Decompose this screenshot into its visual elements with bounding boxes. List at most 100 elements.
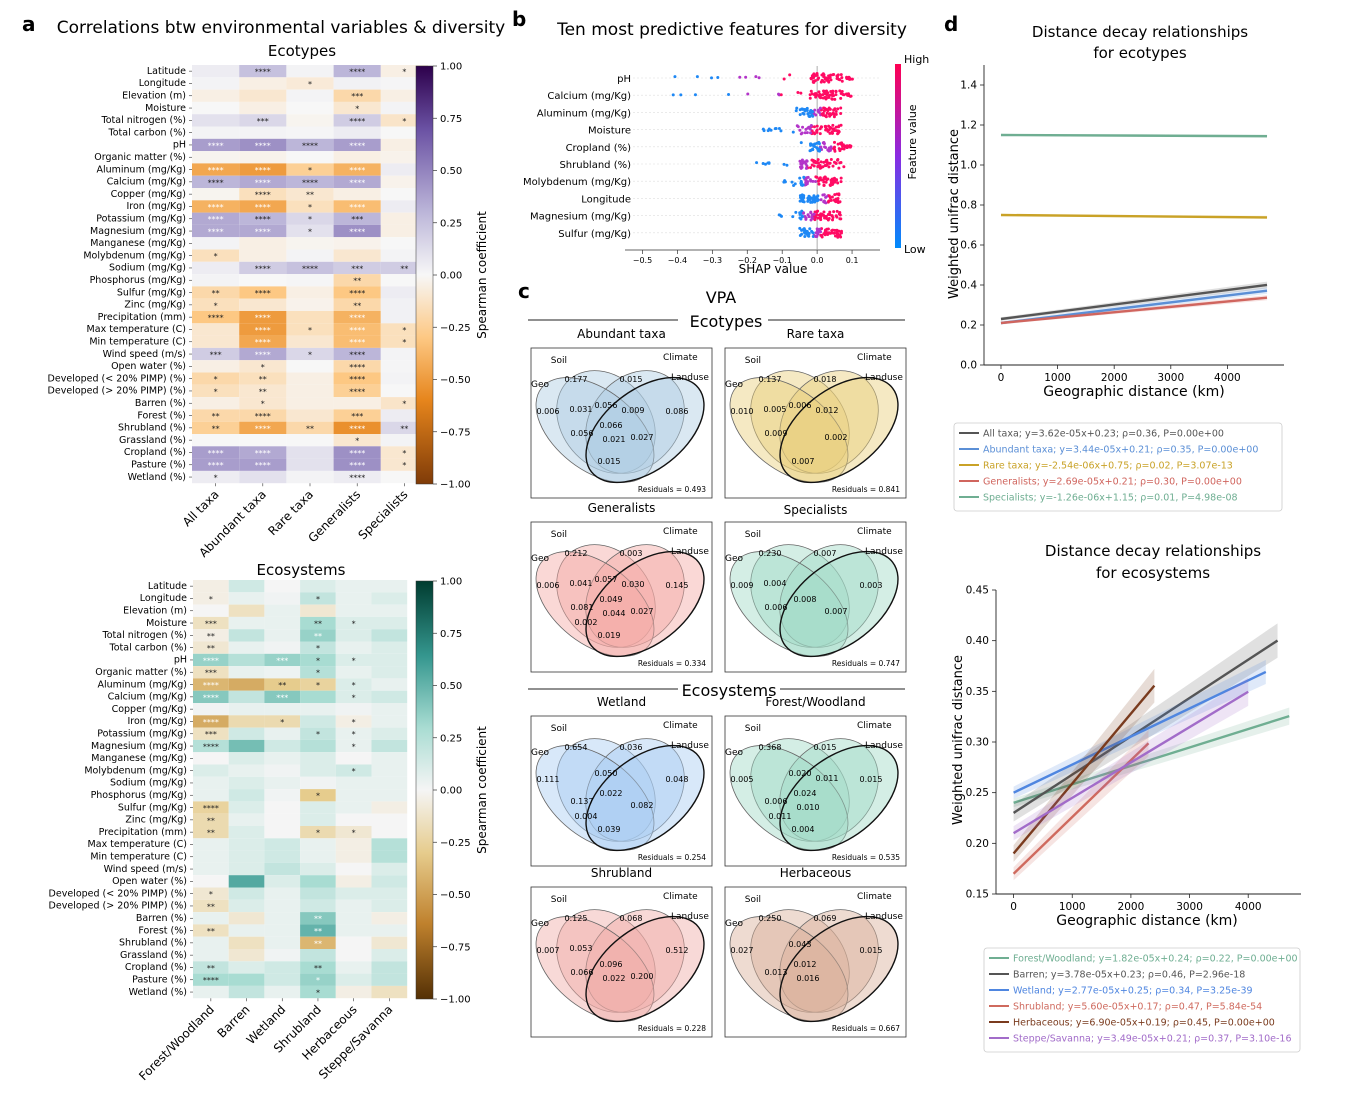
- significance-stars: ****: [203, 656, 219, 665]
- heatmap-cell: [300, 629, 336, 642]
- heatmap-cell: [264, 924, 301, 937]
- row-label: Longitude: [140, 593, 187, 604]
- heatmap-cell: [300, 887, 336, 900]
- significance-stars: ****: [203, 742, 219, 751]
- column-label: Rare taxa: [265, 487, 316, 538]
- shap-point: [799, 196, 803, 200]
- venn-label-geo: Geo: [531, 919, 550, 929]
- heatmap-cell: [193, 826, 229, 839]
- venn-residuals: Residuals = 0.254: [638, 853, 706, 862]
- shap-point: [825, 108, 829, 112]
- legend-entry: Forest/Woodland; y=1.82e-05x+0.24; ρ=0.2…: [1013, 954, 1298, 965]
- heatmap-cell: [286, 261, 334, 275]
- heatmap-cell: [371, 629, 408, 642]
- dd-ecotypes-legend: All taxa; y=3.62e-05x+0.23; ρ=0.36, P=0.…: [953, 422, 1283, 512]
- venn-value: 0.006: [537, 407, 560, 416]
- shap-point: [799, 217, 803, 221]
- heatmap-cell: [228, 850, 265, 863]
- venn-value: 0.027: [631, 607, 654, 616]
- venn-value: 0.177: [565, 375, 588, 384]
- heatmap-cell: [333, 138, 381, 152]
- venn-value: 0.007: [537, 946, 560, 955]
- heatmap-cell: [300, 912, 336, 925]
- row-label: Iron (mg/Kg): [127, 716, 187, 727]
- shap-point: [834, 112, 838, 116]
- shap-point: [818, 132, 822, 136]
- venn-label-soil: Soil: [745, 356, 761, 366]
- shap-point: [762, 129, 766, 133]
- shap-point: [811, 73, 815, 77]
- heatmap-cell: [335, 715, 372, 728]
- venn-value: 0.082: [631, 801, 654, 810]
- heatmap-cell: [300, 973, 336, 986]
- row-label: Sulfur (mg/Kg): [117, 287, 186, 298]
- shap-point: [824, 115, 828, 119]
- venn-frame: [724, 347, 907, 499]
- shap-point: [824, 125, 828, 129]
- shap-point: [815, 73, 819, 77]
- heatmap-cell: [286, 470, 334, 484]
- colorbar-tick-label: 1.00: [440, 577, 462, 588]
- dd-ecosystems-xlabel: Geographic distance (km): [1056, 913, 1238, 929]
- heatmap-cell: [264, 887, 301, 900]
- shap-point: [831, 218, 835, 222]
- colorbar-tick-label: 0.50: [440, 681, 462, 692]
- shap-point: [818, 230, 822, 234]
- heatmap-cell: [228, 813, 265, 826]
- heatmap-cell: [193, 715, 229, 728]
- venn-label-soil: Soil: [745, 724, 761, 734]
- legend-entry: Shrubland; y=5.60e-05x+0.17; ρ=0.47, P=5…: [1013, 1002, 1262, 1013]
- shap-point: [836, 181, 840, 185]
- shap-point: [813, 142, 817, 146]
- heatmap-cell: [335, 875, 372, 888]
- heatmap-cell: [193, 629, 229, 642]
- heatmap-cell: [228, 616, 265, 630]
- shap-xtick-label: 0.0: [811, 256, 824, 265]
- heatmap-cell: [264, 789, 301, 802]
- heatmap-cell: [192, 470, 240, 484]
- shap-point: [833, 97, 837, 101]
- significance-stars: *: [316, 669, 320, 678]
- heatmap-cell: [192, 274, 240, 287]
- row-label: Precipitation (mm): [98, 312, 186, 323]
- venn-label-landuse: Landuse: [865, 373, 903, 383]
- shap-point: [848, 94, 852, 98]
- venn-value: 0.031: [570, 405, 593, 414]
- shap-point: [801, 125, 805, 129]
- heatmap-cell: [286, 114, 334, 127]
- venn-ellipse: [750, 370, 850, 474]
- heatmap-cell: [193, 924, 229, 937]
- heatmap-cell: [264, 690, 301, 703]
- heatmap-cell: [300, 826, 336, 839]
- row-label: Calcium (mg/Kg): [107, 177, 186, 188]
- shap-point: [809, 166, 813, 170]
- heatmap-cell: [192, 286, 240, 299]
- heatmap-cell: [264, 813, 301, 826]
- shap-point: [816, 108, 820, 112]
- heatmap-cell: [192, 384, 240, 398]
- heatmap-cell: [193, 961, 229, 974]
- heatmap-cell: [286, 89, 334, 102]
- shap-point: [834, 178, 838, 182]
- venn-label-geo: Geo: [531, 380, 550, 390]
- venn-diagrams: Soil Climate Geo Landuse 0.177 0.015 0.006 0.08…: [530, 327, 907, 1038]
- heatmap-cell: [333, 224, 381, 238]
- venn-value: 0.006: [537, 581, 560, 590]
- heatmap-cell: [192, 212, 240, 225]
- significance-stars: *: [261, 363, 265, 372]
- significance-stars: *: [352, 742, 356, 751]
- significance-stars: *: [214, 252, 218, 261]
- heatmap-cell: [371, 703, 408, 716]
- heatmap-cell: [333, 335, 381, 348]
- heatmap-cell: [193, 887, 229, 900]
- heatmap-cell: [333, 470, 381, 484]
- venn-ellipse: [556, 370, 656, 474]
- vpa-ecotypes-heading: Ecotypes: [690, 312, 763, 331]
- shap-point: [839, 217, 843, 221]
- row-label: Sodium (mg/Kg): [110, 778, 187, 789]
- row-label: Phosphorus (mg/Kg): [90, 275, 186, 286]
- vpa-title: VPA: [706, 288, 737, 307]
- venn-value: 0.368: [759, 743, 782, 752]
- venn-value: 0.230: [759, 549, 782, 558]
- heatmap-cell: [335, 838, 372, 851]
